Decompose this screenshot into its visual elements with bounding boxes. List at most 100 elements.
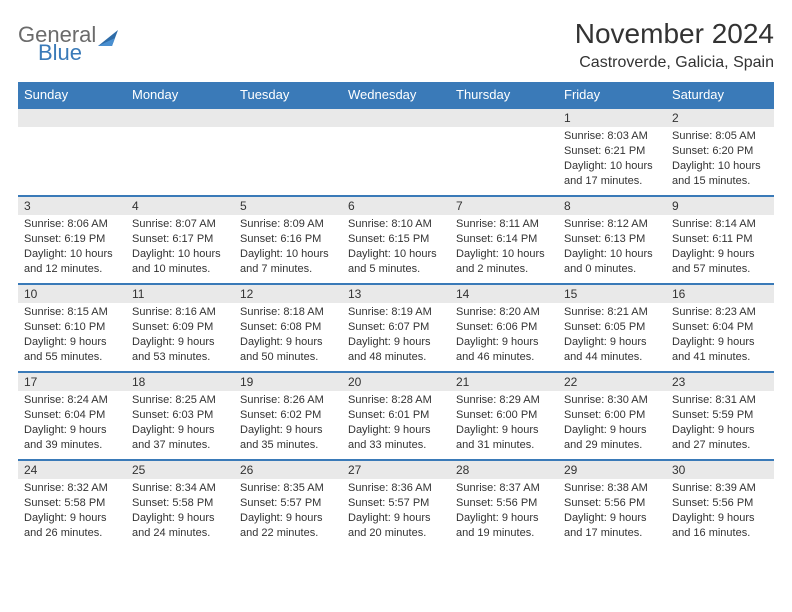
sunset-text: Sunset: 5:56 PM [456,496,552,511]
daylight-text: Daylight: 9 hours and 48 minutes. [348,335,444,365]
sunset-text: Sunset: 5:57 PM [348,496,444,511]
day-details: Sunrise: 8:32 AMSunset: 5:58 PMDaylight:… [18,479,126,544]
sunrise-text: Sunrise: 8:29 AM [456,393,552,408]
day-details: Sunrise: 8:36 AMSunset: 5:57 PMDaylight:… [342,479,450,544]
daylight-text: Daylight: 9 hours and 46 minutes. [456,335,552,365]
daylight-text: Daylight: 9 hours and 35 minutes. [240,423,336,453]
day-number [342,109,450,127]
day-number: 30 [666,461,774,479]
sunrise-text: Sunrise: 8:28 AM [348,393,444,408]
sunset-text: Sunset: 6:11 PM [672,232,768,247]
day-details: Sunrise: 8:25 AMSunset: 6:03 PMDaylight:… [126,391,234,456]
dayhead-thursday: Thursday [450,82,558,108]
sunset-text: Sunset: 5:57 PM [240,496,336,511]
day-cell: 7Sunrise: 8:11 AMSunset: 6:14 PMDaylight… [450,196,558,284]
sunset-text: Sunset: 6:08 PM [240,320,336,335]
day-number: 7 [450,197,558,215]
daylight-text: Daylight: 10 hours and 2 minutes. [456,247,552,277]
day-details: Sunrise: 8:06 AMSunset: 6:19 PMDaylight:… [18,215,126,280]
sunset-text: Sunset: 6:04 PM [672,320,768,335]
sunrise-text: Sunrise: 8:19 AM [348,305,444,320]
sunrise-text: Sunrise: 8:37 AM [456,481,552,496]
day-cell [342,108,450,196]
sunset-text: Sunset: 6:00 PM [456,408,552,423]
sunset-text: Sunset: 5:56 PM [672,496,768,511]
day-cell: 23Sunrise: 8:31 AMSunset: 5:59 PMDayligh… [666,372,774,460]
day-number: 14 [450,285,558,303]
sunrise-text: Sunrise: 8:03 AM [564,129,660,144]
day-details: Sunrise: 8:37 AMSunset: 5:56 PMDaylight:… [450,479,558,544]
week-row: 17Sunrise: 8:24 AMSunset: 6:04 PMDayligh… [18,372,774,460]
day-cell: 3Sunrise: 8:06 AMSunset: 6:19 PMDaylight… [18,196,126,284]
day-header-row: Sunday Monday Tuesday Wednesday Thursday… [18,82,774,108]
sunset-text: Sunset: 6:06 PM [456,320,552,335]
daylight-text: Daylight: 9 hours and 17 minutes. [564,511,660,541]
week-row: 3Sunrise: 8:06 AMSunset: 6:19 PMDaylight… [18,196,774,284]
dayhead-saturday: Saturday [666,82,774,108]
sunrise-text: Sunrise: 8:36 AM [348,481,444,496]
sunset-text: Sunset: 6:02 PM [240,408,336,423]
sunrise-text: Sunrise: 8:18 AM [240,305,336,320]
dayhead-friday: Friday [558,82,666,108]
day-number: 19 [234,373,342,391]
month-title: November 2024 [575,18,774,50]
day-cell: 27Sunrise: 8:36 AMSunset: 5:57 PMDayligh… [342,460,450,548]
day-number: 2 [666,109,774,127]
daylight-text: Daylight: 9 hours and 44 minutes. [564,335,660,365]
day-details: Sunrise: 8:39 AMSunset: 5:56 PMDaylight:… [666,479,774,544]
daylight-text: Daylight: 10 hours and 7 minutes. [240,247,336,277]
sunset-text: Sunset: 6:19 PM [24,232,120,247]
calendar-table: Sunday Monday Tuesday Wednesday Thursday… [18,82,774,548]
day-cell: 10Sunrise: 8:15 AMSunset: 6:10 PMDayligh… [18,284,126,372]
daylight-text: Daylight: 9 hours and 16 minutes. [672,511,768,541]
sunrise-text: Sunrise: 8:10 AM [348,217,444,232]
day-number: 11 [126,285,234,303]
day-number: 12 [234,285,342,303]
day-cell: 8Sunrise: 8:12 AMSunset: 6:13 PMDaylight… [558,196,666,284]
sunset-text: Sunset: 6:03 PM [132,408,228,423]
day-number: 10 [18,285,126,303]
daylight-text: Daylight: 9 hours and 20 minutes. [348,511,444,541]
sunrise-text: Sunrise: 8:39 AM [672,481,768,496]
daylight-text: Daylight: 9 hours and 24 minutes. [132,511,228,541]
daylight-text: Daylight: 9 hours and 57 minutes. [672,247,768,277]
sunset-text: Sunset: 6:14 PM [456,232,552,247]
day-details: Sunrise: 8:14 AMSunset: 6:11 PMDaylight:… [666,215,774,280]
sunset-text: Sunset: 6:05 PM [564,320,660,335]
day-number: 17 [18,373,126,391]
day-cell: 16Sunrise: 8:23 AMSunset: 6:04 PMDayligh… [666,284,774,372]
sunset-text: Sunset: 6:20 PM [672,144,768,159]
dayhead-monday: Monday [126,82,234,108]
sunset-text: Sunset: 5:58 PM [24,496,120,511]
day-cell [450,108,558,196]
day-details: Sunrise: 8:11 AMSunset: 6:14 PMDaylight:… [450,215,558,280]
daylight-text: Daylight: 9 hours and 26 minutes. [24,511,120,541]
sunrise-text: Sunrise: 8:06 AM [24,217,120,232]
day-number: 21 [450,373,558,391]
daylight-text: Daylight: 9 hours and 29 minutes. [564,423,660,453]
day-number: 16 [666,285,774,303]
daylight-text: Daylight: 9 hours and 39 minutes. [24,423,120,453]
sunrise-text: Sunrise: 8:25 AM [132,393,228,408]
day-number [234,109,342,127]
daylight-text: Daylight: 9 hours and 55 minutes. [24,335,120,365]
sunset-text: Sunset: 6:16 PM [240,232,336,247]
sunrise-text: Sunrise: 8:15 AM [24,305,120,320]
header: General Blue November 2024 Castroverde, … [18,18,774,72]
day-number [18,109,126,127]
sunset-text: Sunset: 6:04 PM [24,408,120,423]
calendar-body: 1Sunrise: 8:03 AMSunset: 6:21 PMDaylight… [18,108,774,548]
day-details: Sunrise: 8:26 AMSunset: 6:02 PMDaylight:… [234,391,342,456]
sunset-text: Sunset: 6:09 PM [132,320,228,335]
daylight-text: Daylight: 9 hours and 19 minutes. [456,511,552,541]
daylight-text: Daylight: 9 hours and 41 minutes. [672,335,768,365]
day-number: 5 [234,197,342,215]
week-row: 1Sunrise: 8:03 AMSunset: 6:21 PMDaylight… [18,108,774,196]
sunrise-text: Sunrise: 8:14 AM [672,217,768,232]
day-cell: 14Sunrise: 8:20 AMSunset: 6:06 PMDayligh… [450,284,558,372]
day-details: Sunrise: 8:15 AMSunset: 6:10 PMDaylight:… [18,303,126,368]
daylight-text: Daylight: 10 hours and 12 minutes. [24,247,120,277]
day-cell: 19Sunrise: 8:26 AMSunset: 6:02 PMDayligh… [234,372,342,460]
daylight-text: Daylight: 9 hours and 27 minutes. [672,423,768,453]
day-details: Sunrise: 8:18 AMSunset: 6:08 PMDaylight:… [234,303,342,368]
